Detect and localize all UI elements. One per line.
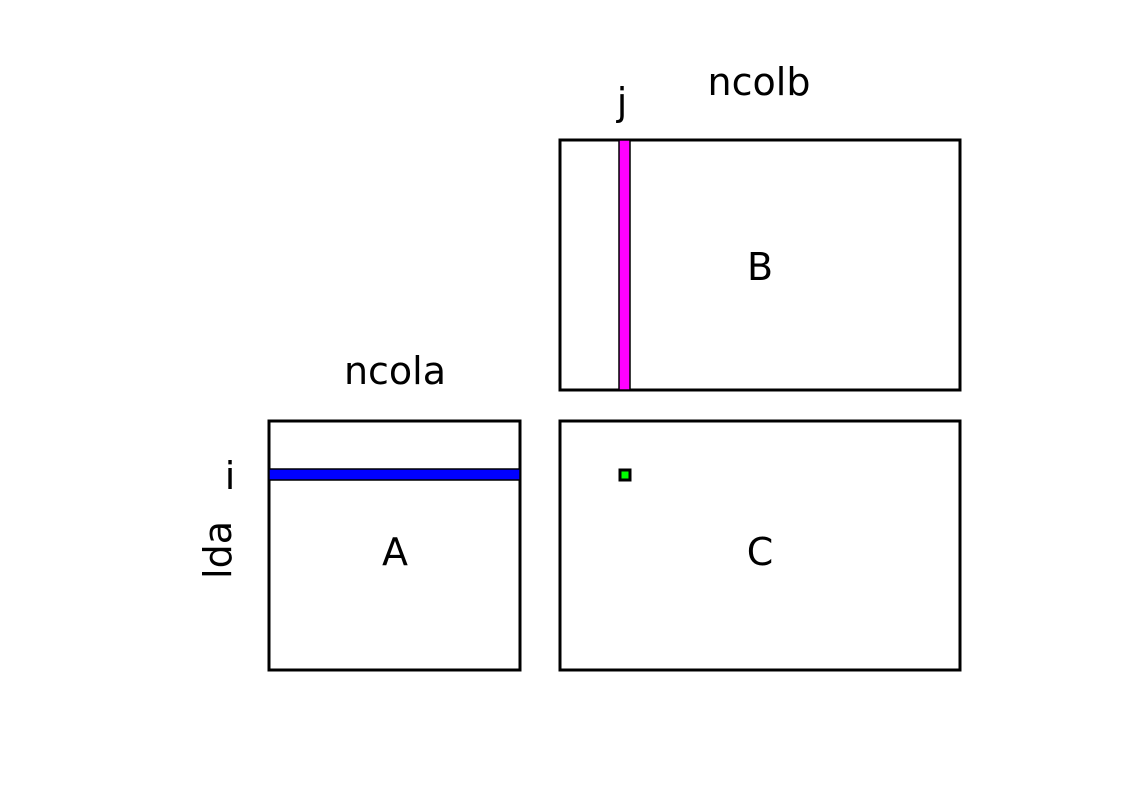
matrix-c-element-ij <box>618 468 632 482</box>
matrix-c-label: C <box>747 530 774 574</box>
matrix-a-box <box>267 419 522 672</box>
i-label: i <box>225 454 236 498</box>
matrix-a-label: A <box>382 530 408 574</box>
j-label: j <box>616 80 628 124</box>
ncola-label: ncola <box>344 349 446 393</box>
matrix-b-label: B <box>747 245 773 289</box>
matrix-c-box <box>558 419 962 672</box>
matrix-b-column-j <box>618 139 631 391</box>
ncolb-label: ncolb <box>708 60 811 104</box>
matrix-a-row-i <box>268 468 521 481</box>
lda-label: lda <box>196 521 240 579</box>
